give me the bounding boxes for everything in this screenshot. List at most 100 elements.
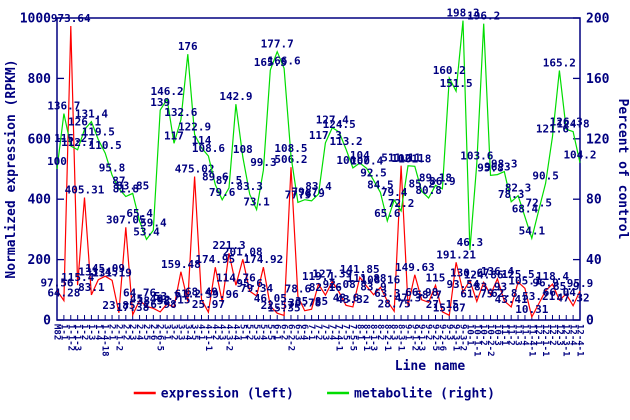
point-label: 127.4 [316,114,349,127]
x-tick-label: 12-2 [547,324,557,346]
point-label: 114 [192,134,212,147]
point-label: 121.6 [536,122,569,135]
point-label: 165.2 [543,57,576,70]
right-tick-label: 200 [586,12,610,27]
point-label: 221.3 [212,239,245,252]
x-tick-label: 11-4 [519,324,529,346]
x-tick-label: 3-5 [189,324,199,340]
point-label: 96.9 [532,277,559,290]
point-label: 59.96 [206,288,239,301]
point-label: 43.41 [495,293,528,306]
right-tick-label: 0 [586,314,594,329]
point-label: 62.8 [491,287,518,300]
point-label: 22.57 [261,299,294,312]
right-tick-label: 160 [586,72,610,87]
left-tick-label: 600 [28,132,52,147]
point-label: 64.28 [47,287,80,300]
point-label: 87 [112,175,125,188]
point-label: 176 [178,40,198,53]
point-label: 83.1 [78,281,105,294]
point-label: 17.38 [116,301,149,314]
point-label: 61.2 [175,288,202,301]
point-label: 118.4 [536,270,569,283]
point-label: 115 [426,271,446,284]
point-label: 146.2 [151,85,184,98]
x-tick-label: 10-1 [464,324,474,346]
point-label: 66.98 [405,286,438,299]
point-label: 78.3 [498,188,525,201]
point-label: 66.04 [543,286,576,299]
point-label: 82.3 [505,182,532,195]
point-label: 96.3 [484,161,511,174]
x-tick-label: 1-4-18 [100,324,110,357]
point-label: 139 [150,96,170,109]
x-tick-label: 8-1-3 [368,324,378,351]
x-tick-label: 9-3-1 [451,324,461,351]
point-label: 95.9 [567,277,594,290]
point-label: 119.5 [82,126,115,139]
point-label: 61.75 [460,287,493,300]
point-label: 79.6 [209,186,236,199]
point-label: 92.5 [360,166,387,179]
point-label: 100.7 [336,154,369,167]
point-label: 38.58 [137,294,170,307]
point-label: 198.3 [446,7,479,20]
x-tick-label: 10-1-1 [471,324,481,357]
legend-label: expression (left) [161,387,294,402]
point-label: 47.32 [557,292,590,305]
x-tick-label: 3-3 [175,324,185,340]
point-label: 136.7 [47,100,80,113]
point-label: 115.2 [54,132,87,145]
x-tick-label: 11-3 [513,324,523,346]
point-label: 23.85 [102,299,135,312]
y-axis-left: 0 200 400 600 800 1000 [20,12,64,329]
point-label: 89.6 [202,171,229,184]
point-label: 136.4 [481,265,514,278]
x-tick-label: M82 [52,324,62,340]
point-label: 84.5 [367,178,394,191]
point-label: 95.8 [477,161,504,174]
point-label: 53.4 [133,225,160,238]
x-tick-label: 9-3 [444,324,454,340]
y-axis-right: 0 40 80 120 160 200 [573,12,610,329]
left-tick-label: 200 [28,253,52,268]
x-tick-label: 8-2-1 [382,324,392,351]
point-label: 95.6 [236,277,263,290]
x-tick-label: 2-3 [127,324,137,340]
x-tick-label: 12-3 [554,324,564,346]
x-axis-title: Line name [395,359,466,374]
point-label: 68.49 [185,285,218,298]
legend: expression (left) metabolite (right) [133,387,495,402]
point-label: 165.5 [254,56,287,69]
point-label: 104.2 [563,149,596,162]
point-label: 54.1 [519,224,546,237]
point-label: 112.7 [61,136,94,149]
point-label: 58.7 [415,288,442,301]
point-label: 78.9 [298,187,325,200]
x-tick-label: 11-4-1 [526,324,536,357]
x-tick-label: 4-4 [230,324,240,341]
point-label: 145.09 [85,262,125,275]
point-label: 124.86 [464,268,504,281]
point-label: 53.21 [522,290,555,303]
point-label: 46.3 [457,236,484,249]
point-label: 159.48 [161,258,201,271]
left-tick-label: 400 [28,193,52,208]
x-tick-label: 1-1-2 [65,324,75,351]
x-tick-label: 3-2 [168,324,178,340]
point-label: 475.02 [175,163,215,176]
right-axis-title: Percent of control [615,99,630,240]
point-label: 98.3 [491,158,518,171]
point-label: 117 [164,129,184,142]
series-line [56,20,581,251]
point-label: 83.3 [236,180,263,193]
point-label: 174.95 [195,253,235,266]
point-label: 93.54 [446,278,479,291]
point-label: 196.2 [467,10,500,23]
x-tick-label: 5-4 [258,324,268,341]
x-tick-label: 2-1 [107,324,117,340]
x-tick-label: 4-2 [210,324,220,340]
point-label: 166.6 [268,54,301,67]
